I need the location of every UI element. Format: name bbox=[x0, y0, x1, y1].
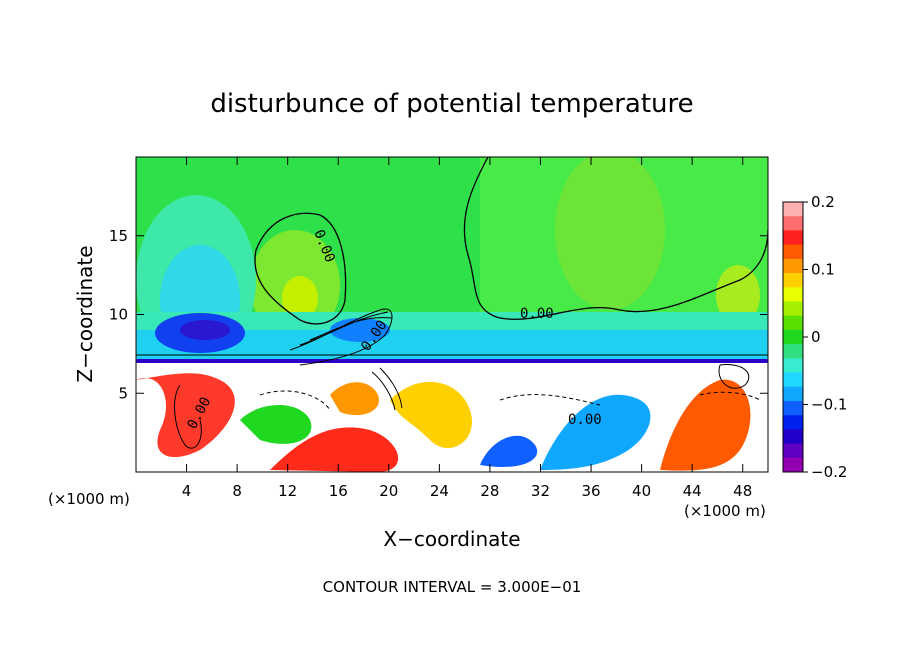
colorbar-tick-label: 0.1 bbox=[811, 261, 835, 279]
colorbar-cell bbox=[783, 315, 803, 331]
lower-layer-eddy-4 bbox=[540, 394, 651, 470]
y-tick-label: 10 bbox=[109, 306, 128, 324]
x-axis-unit-right: (×1000 m) bbox=[684, 502, 766, 520]
x-tick-label: 48 bbox=[733, 482, 752, 500]
x-tick-label: 32 bbox=[531, 482, 550, 500]
x-tick-label: 12 bbox=[278, 482, 297, 500]
colorbar-tick-label: −0.1 bbox=[811, 396, 847, 414]
contour-zero-upper bbox=[254, 212, 347, 325]
x-tick-label: 4 bbox=[182, 482, 192, 500]
inversion-line bbox=[136, 359, 768, 363]
x-axis-ticks: 4 8 12 16 20 24 28 32 36 40 44 48 bbox=[182, 157, 752, 500]
colorbar-tick-label: 0 bbox=[811, 328, 821, 346]
colorbar-cell bbox=[783, 230, 803, 246]
warm-anomaly-west-core bbox=[282, 276, 318, 320]
colorbar-cell bbox=[783, 386, 803, 402]
colorbar-tick-label: 0.2 bbox=[811, 193, 835, 211]
lower-layer-eddy-5 bbox=[660, 379, 751, 471]
colorbar-ticks: 0.2 0.1 0 −0.1 −0.2 bbox=[803, 193, 847, 481]
colorbar-cell bbox=[783, 415, 803, 430]
contour-value-label: 0.00 bbox=[568, 412, 602, 428]
colorbar-cell bbox=[783, 457, 803, 473]
x-tick-label: 16 bbox=[329, 482, 348, 500]
x-tick-label: 24 bbox=[430, 482, 449, 500]
colorbar-cell bbox=[783, 301, 803, 317]
contour-zero-east bbox=[463, 157, 768, 320]
contour-dashed-lower bbox=[259, 390, 761, 411]
warm-anomaly-far-east bbox=[716, 265, 760, 325]
colorbar-cell bbox=[783, 287, 803, 302]
colorbar-tick-label: −0.2 bbox=[811, 463, 847, 481]
x-tick-label: 8 bbox=[232, 482, 242, 500]
colorbar-cell bbox=[783, 358, 803, 374]
x-tick-label: 20 bbox=[379, 482, 398, 500]
lower-layer-eddy-2 bbox=[270, 427, 399, 472]
y-axis-ticks: 5 10 15 bbox=[109, 227, 768, 402]
contour-cluster-x20 bbox=[289, 308, 403, 411]
colorbar-cells bbox=[783, 202, 803, 473]
colorbar-cell bbox=[783, 400, 803, 416]
lower-layer-eddy-6 bbox=[240, 405, 312, 444]
colorbar-cell bbox=[783, 429, 803, 445]
contour-lower-east bbox=[718, 364, 750, 389]
cold-anomaly-west-core bbox=[180, 320, 230, 340]
colorbar-cell bbox=[783, 372, 803, 388]
x-tick-label: 28 bbox=[480, 482, 499, 500]
x-tick-label: 40 bbox=[632, 482, 651, 500]
warm-anomaly-east bbox=[555, 157, 665, 310]
colorbar: 0.2 0.1 0 −0.1 −0.2 bbox=[782, 193, 847, 481]
x-axis-label: X−coordinate bbox=[383, 527, 520, 551]
lower-layer-eddies bbox=[136, 373, 235, 458]
lower-layer-eddy-3 bbox=[390, 381, 472, 449]
y-tick-label: 5 bbox=[118, 384, 128, 402]
y-tick-label: 15 bbox=[109, 227, 128, 245]
cold-anomaly-mid bbox=[330, 318, 390, 342]
x-tick-label: 44 bbox=[683, 482, 702, 500]
colorbar-cell bbox=[783, 344, 803, 359]
plot-area bbox=[136, 157, 768, 472]
colorbar-cell bbox=[783, 244, 803, 260]
y-axis-label: Z−coordinate bbox=[73, 245, 97, 382]
colorbar-cell bbox=[783, 258, 803, 274]
colorbar-cell bbox=[783, 216, 803, 231]
x-axis-unit-left: (×1000 m) bbox=[48, 490, 130, 508]
contour-interval-note: CONTOUR INTERVAL = 3.000E−01 bbox=[323, 578, 582, 596]
chart-title: disturbunce of potential temperature bbox=[210, 89, 693, 119]
colorbar-cell bbox=[783, 443, 803, 459]
colorbar-cell bbox=[783, 273, 803, 288]
x-tick-label: 36 bbox=[581, 482, 600, 500]
contour-lower-west bbox=[174, 384, 202, 449]
colorbar-cell bbox=[783, 202, 803, 217]
colorbar-cell bbox=[783, 329, 803, 345]
contour-value-label: 0.00 bbox=[520, 306, 554, 322]
lower-layer-eddy-7 bbox=[480, 435, 538, 468]
lower-layer-eddy-8 bbox=[330, 382, 379, 416]
